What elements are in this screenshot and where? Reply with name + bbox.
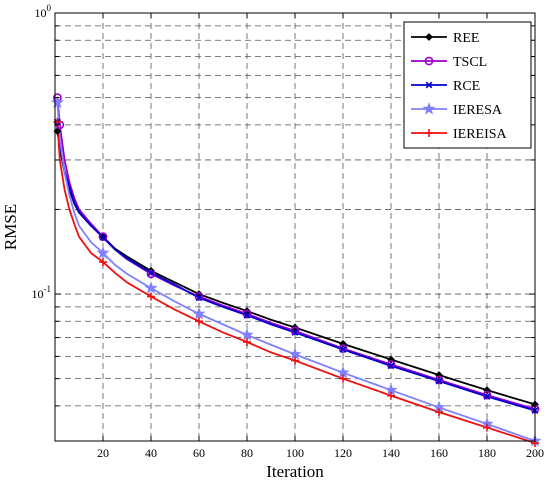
series-marker-tscl: [290, 326, 300, 336]
series-line-ieresa: [56, 102, 536, 442]
y-tick-label: 100: [35, 3, 52, 20]
legend-entry-ree: REE: [411, 31, 479, 46]
series-marker-tscl: [194, 292, 204, 301]
legend-entry-iereisa: IEREISA: [411, 127, 508, 142]
series-marker-ieresa: [192, 307, 206, 320]
x-tick-label: 100: [286, 446, 304, 460]
legend-label: RCE: [453, 79, 480, 94]
series-line-iereisa: [56, 121, 536, 444]
y-axis-label: RMSE: [1, 204, 20, 250]
series-marker-rce: [99, 234, 107, 241]
series-lines: [56, 97, 536, 444]
x-tick-label: 120: [334, 446, 352, 460]
series-marker-iereisa: [387, 391, 395, 400]
series-marker-rce: [243, 311, 251, 319]
series-marker-ieresa: [96, 246, 110, 259]
legend-swatch-marker: [425, 81, 433, 89]
series-line-tscl: [56, 97, 536, 410]
legend: REE TSCL RCE IERESA IEREISA: [403, 21, 532, 149]
series-line-ree: [56, 130, 536, 406]
x-tick-label: 80: [241, 446, 253, 460]
series-marker-iereisa: [339, 374, 347, 383]
legend-label: IEREISA: [453, 127, 508, 142]
series-line-rce: [56, 121, 536, 412]
y-tick-label: 10-1: [32, 284, 52, 301]
series-marker-iereisa: [483, 423, 491, 432]
series-marker-rce: [435, 377, 443, 385]
series-marker-rce: [483, 393, 491, 400]
series-marker-rce: [147, 269, 155, 277]
series-marker-rce: [195, 294, 203, 302]
series-marker-tscl: [386, 359, 396, 369]
x-tick-label: 60: [193, 446, 205, 460]
y-tick-base: 10: [35, 6, 47, 20]
legend-swatch-marker: [424, 56, 434, 66]
x-tick-label: 20: [97, 446, 109, 460]
series-marker-ieresa: [50, 95, 64, 109]
series-marker-tscl: [338, 344, 348, 353]
x-tick-label: 140: [382, 446, 400, 460]
legend-label: IERESA: [453, 103, 503, 118]
series-marker-iereisa: [291, 356, 299, 365]
x-tick-label: 180: [478, 446, 496, 460]
series-marker-ieresa: [240, 328, 254, 341]
legend-entry-rce: RCE: [411, 79, 480, 94]
legend-swatch-marker: [425, 129, 433, 137]
series-marker-iereisa: [195, 317, 203, 326]
series-marker-rce: [387, 362, 395, 370]
x-axis-label: Iteration: [266, 462, 324, 481]
series-marker-tscl: [434, 375, 444, 385]
series-marker-tscl: [146, 269, 156, 279]
series-marker-iereisa: [435, 408, 443, 417]
series-marker-rce: [339, 346, 347, 353]
legend-swatch-marker: [422, 102, 436, 115]
y-tick-exponent: 0: [47, 3, 52, 13]
series-marker-tscl: [98, 232, 108, 242]
x-tick-label: 200: [526, 446, 544, 460]
series-marker-iereisa: [147, 292, 155, 301]
series-marker-rce: [291, 329, 299, 336]
legend-swatch-marker: [425, 33, 433, 41]
legend-entry-tscl: TSCL: [411, 55, 487, 70]
x-tick-label: 40: [145, 446, 157, 460]
legend-label: REE: [453, 31, 479, 46]
series-marker-tscl: [482, 390, 492, 400]
legend-items: REE TSCL RCE IERESA IEREISA: [411, 31, 508, 142]
series-marker-iereisa: [99, 258, 107, 267]
x-tick-label: 160: [430, 446, 448, 460]
series-marker-ieresa: [144, 281, 158, 294]
legend-entry-ieresa: IERESA: [411, 102, 503, 118]
series-marker-tscl: [242, 309, 252, 319]
y-tick-exponent: -1: [44, 284, 52, 294]
series-markers: [50, 93, 542, 448]
y-tick-base: 10: [32, 287, 44, 301]
series-marker-iereisa: [243, 338, 251, 347]
legend-label: TSCL: [453, 55, 487, 70]
